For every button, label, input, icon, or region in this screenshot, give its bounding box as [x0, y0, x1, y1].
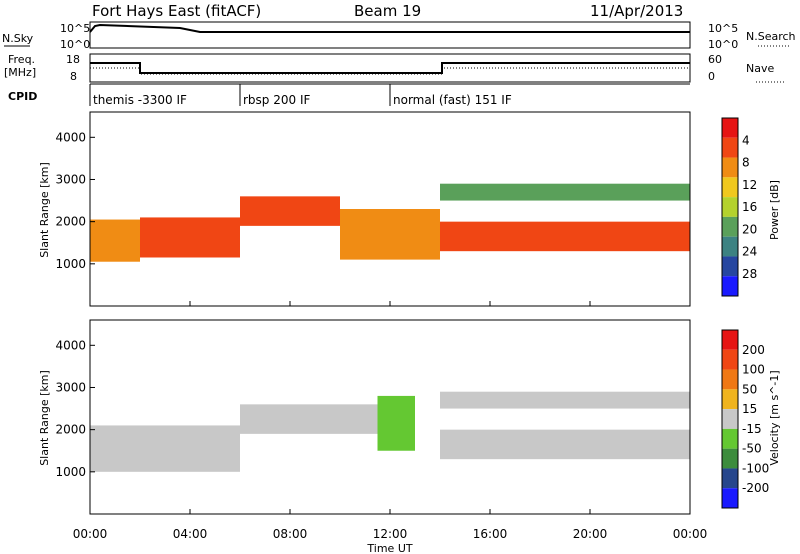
- colorbar-swatch: [722, 330, 738, 350]
- xtick-label: 20:00: [573, 527, 608, 541]
- colorbar-tick-label: 15: [742, 402, 757, 416]
- x-axis-ticks: 00:00 04:00 08:00 12:00 16:00 20:00 00:00: [73, 301, 708, 541]
- echo-band: [440, 221, 690, 252]
- noise-right-label: N.Search: [746, 30, 796, 43]
- freq-left-tick-bottom: 8: [70, 70, 77, 83]
- colorbar-swatch: [722, 349, 738, 370]
- colorbar-swatch: [722, 118, 738, 138]
- noise-left-label: N.Sky: [2, 32, 34, 45]
- colorbar-swatch: [722, 488, 738, 508]
- colorbar-tick-label: 200: [742, 343, 765, 357]
- colorbar-swatch: [722, 389, 738, 410]
- noise-right-tick-top: 10^5: [708, 22, 738, 35]
- cpid-segment-label: themis -3300 IF: [93, 93, 187, 107]
- velocity-echo-layer: [90, 391, 690, 472]
- colorbar-tick-label: 20: [742, 222, 757, 236]
- colorbar-frame: [721, 117, 739, 297]
- velocity-colorbar-label: Velocity [m s^-1]: [768, 370, 781, 465]
- xtick-label: 00:00: [673, 527, 708, 541]
- xtick-label: 04:00: [173, 527, 208, 541]
- colorbar-tick-label: 4: [742, 133, 750, 147]
- echo-band: [240, 196, 340, 226]
- colorbar-tick-label: -100: [742, 461, 769, 475]
- colorbar-tick-label: -200: [742, 481, 769, 495]
- station-title: Fort Hays East (fitACF): [92, 2, 261, 20]
- velocity-colorbar: 200 100 50 15 -15 -50 -100 -200: [721, 329, 769, 509]
- echo-band: [240, 404, 390, 434]
- colorbar-swatch: [722, 468, 738, 489]
- ytick-label: 2000: [55, 423, 86, 437]
- colorbar-swatch: [722, 369, 738, 390]
- echo-band: [140, 217, 240, 258]
- echo-band: [440, 429, 690, 460]
- echo-band: [377, 395, 415, 451]
- power-colorbar-label: Power [dB]: [768, 180, 781, 240]
- colorbar-tick-label: 16: [742, 200, 757, 214]
- noise-right-tick-bottom: 10^0: [708, 38, 738, 51]
- ytick-label: 3000: [55, 380, 86, 394]
- ytick-label: 1000: [55, 465, 86, 479]
- colorbar-swatch: [722, 409, 738, 429]
- velocity-ylabel: Slant Range [km]: [38, 370, 51, 466]
- xtick-label: 08:00: [273, 527, 308, 541]
- colorbar-swatch: [722, 157, 738, 178]
- velocity-yticks: 1000 2000 3000 4000: [55, 338, 95, 479]
- colorbar-frame: [721, 329, 739, 509]
- freq-left-units: [MHz]: [4, 66, 36, 79]
- echo-band: [440, 183, 690, 201]
- ytick-label: 2000: [55, 215, 86, 229]
- colorbar-swatch: [722, 448, 738, 469]
- cpid-label: CPID: [8, 90, 37, 103]
- noise-left-tick-bottom: 10^0: [60, 38, 90, 51]
- ytick-label: 3000: [55, 172, 86, 186]
- beam-title: Beam 19: [354, 2, 421, 20]
- power-echo-layer: [90, 183, 690, 262]
- freq-trace: [90, 62, 690, 74]
- freq-right-tick-bottom: 0: [708, 70, 715, 83]
- colorbar-swatch: [722, 256, 738, 277]
- colorbar-tick-label: -50: [742, 442, 762, 456]
- noise-left-tick-top: 10^5: [60, 22, 90, 35]
- ytick-label: 1000: [55, 257, 86, 271]
- colorbar-tick-label: 50: [742, 382, 757, 396]
- power-ylabel: Slant Range [km]: [38, 162, 51, 258]
- colorbar-swatch: [722, 236, 738, 257]
- xtick-label: 00:00: [73, 527, 108, 541]
- noise-panel-frame: [89, 21, 691, 49]
- colorbar-swatch: [722, 276, 738, 296]
- echo-band: [90, 425, 240, 472]
- freq-right-label: Nave: [746, 62, 774, 75]
- ytick-label: 4000: [55, 130, 86, 144]
- cpid-segments: themis -3300 IF rbsp 200 IF normal (fast) …: [89, 84, 512, 107]
- colorbar-swatch: [722, 216, 738, 237]
- colorbar-tick-label: -15: [742, 422, 762, 436]
- colorbar-tick-label: 100: [742, 363, 765, 377]
- x-axis-label: Time UT: [366, 542, 412, 554]
- colorbar-swatch: [722, 177, 738, 198]
- colorbar-swatch: [722, 197, 738, 217]
- colorbar-tick-label: 8: [742, 156, 750, 170]
- colorbar-swatch: [722, 428, 738, 449]
- colorbar-tick-label: 12: [742, 178, 757, 192]
- colorbar-swatch: [722, 137, 738, 158]
- noise-sky-trace: [89, 23, 690, 33]
- xtick-label: 16:00: [473, 527, 508, 541]
- date-title: 11/Apr/2013: [590, 2, 683, 20]
- colorbar-tick-label: 28: [742, 267, 757, 281]
- freq-left-label: Freq.: [8, 53, 35, 66]
- echo-band: [340, 209, 440, 260]
- nave-trace: [90, 67, 690, 75]
- xtick-label: 12:00: [373, 527, 408, 541]
- freq-left-tick-top: 18: [66, 53, 80, 66]
- colorbar-tick-label: 24: [742, 245, 757, 259]
- power-colorbar: 4 8 12 16 20 24 28: [721, 117, 757, 297]
- power-yticks: 1000 2000 3000 4000: [55, 130, 95, 271]
- cpid-segment-label: rbsp 200 IF: [243, 93, 310, 107]
- cpid-segment-label: normal (fast) 151 IF: [393, 93, 512, 107]
- echo-band: [440, 391, 690, 409]
- ytick-label: 4000: [55, 338, 86, 352]
- freq-right-tick-top: 60: [708, 53, 722, 66]
- echo-band: [90, 219, 140, 262]
